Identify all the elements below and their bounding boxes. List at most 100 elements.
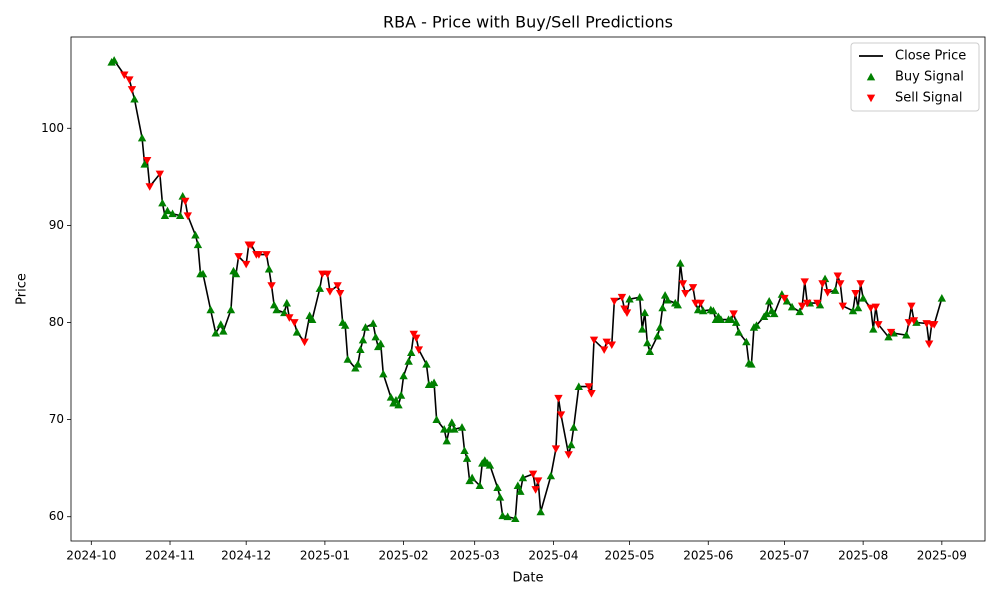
buy-marker: [764, 296, 774, 305]
buy-marker: [163, 206, 172, 215]
buy-marker: [351, 363, 360, 372]
sell-marker: [556, 411, 566, 419]
sell-marker: [333, 282, 342, 290]
sell-marker: [617, 293, 627, 302]
sell-marker: [866, 304, 875, 313]
buy-marker: [831, 286, 840, 294]
buy-marker: [635, 293, 644, 301]
buy-marker: [795, 307, 804, 316]
buy-marker: [853, 303, 863, 312]
buy-marker: [158, 198, 167, 207]
buy-marker: [307, 315, 317, 323]
buy-marker: [292, 328, 302, 336]
buy-marker: [216, 320, 225, 328]
x-tick-label: 2025-06: [683, 549, 733, 563]
sell-marker: [688, 284, 698, 292]
sell-marker: [262, 251, 271, 259]
buy-marker: [219, 327, 228, 335]
sell-marker: [823, 289, 832, 297]
buy-marker: [341, 321, 350, 329]
sell-marker: [620, 305, 629, 314]
sell-marker: [551, 445, 561, 453]
sell-marker: [800, 278, 809, 286]
buy-marker: [716, 315, 726, 323]
sell-marker: [125, 76, 134, 84]
buy-marker: [475, 481, 484, 490]
buy-marker: [638, 325, 647, 333]
buy-marker: [386, 393, 396, 401]
buy-marker: [747, 360, 756, 368]
chart-title: RBA - Price with Buy/Sell Predictions: [383, 13, 673, 32]
sell-marker: [323, 270, 332, 279]
sell-marker: [181, 197, 190, 206]
sell-marker: [587, 390, 596, 398]
buy-marker: [752, 321, 761, 329]
sell-marker: [681, 290, 690, 298]
buy-marker: [731, 318, 741, 326]
x-tick-label: 2025-03: [450, 549, 500, 563]
legend-swatch: [866, 72, 876, 81]
sell-marker: [833, 272, 842, 281]
buy-marker: [815, 300, 825, 309]
sell-marker: [602, 338, 611, 347]
sell-marker: [241, 260, 251, 269]
x-tick-label: 2024-10: [66, 549, 116, 563]
buy-marker: [676, 259, 685, 267]
buy-marker: [137, 133, 147, 142]
buy-marker: [140, 160, 149, 168]
buy-marker: [770, 309, 779, 318]
sell-marker: [145, 183, 154, 191]
sell-marker: [729, 310, 738, 318]
sell-marker: [622, 309, 632, 317]
sell-marker: [607, 341, 616, 350]
x-tick-label: 2025-02: [379, 549, 429, 563]
buy-marker: [495, 493, 505, 501]
sell-marker: [531, 486, 540, 494]
buy-marker: [902, 330, 911, 339]
buy-marker: [175, 211, 185, 220]
buy-marker: [130, 94, 139, 103]
buy-marker: [516, 487, 525, 495]
sell-marker: [886, 328, 896, 337]
buy-marker: [282, 298, 292, 307]
sell-marker: [838, 302, 848, 311]
buy-marker: [376, 339, 385, 348]
sell-marker: [871, 303, 881, 312]
buy-marker: [447, 418, 457, 426]
sell-marker: [285, 314, 294, 322]
sell-marker: [930, 321, 939, 329]
buy-marker: [574, 382, 583, 390]
buy-marker: [178, 192, 187, 200]
x-tick-label: 2025-09: [917, 549, 967, 563]
y-tick-label: 100: [41, 121, 64, 135]
sell-marker: [247, 241, 256, 250]
sell-marker: [909, 317, 919, 325]
buy-marker: [160, 211, 170, 220]
sell-marker: [924, 340, 934, 349]
x-tick-label: 2024-12: [221, 549, 271, 563]
sell-marker: [155, 170, 165, 179]
buy-marker: [467, 473, 477, 482]
buy-marker: [787, 302, 797, 311]
sell-marker: [290, 319, 299, 327]
buy-marker: [226, 305, 236, 314]
sell-marker: [818, 280, 827, 288]
sell-marker: [127, 86, 137, 94]
buy-marker: [653, 331, 662, 340]
legend-swatch: [866, 94, 876, 103]
buy-marker: [315, 284, 325, 292]
buy-marker: [782, 296, 792, 305]
sell-marker: [412, 334, 421, 343]
sell-marker: [798, 302, 807, 311]
legend-label: Sell Signal: [895, 91, 963, 106]
buy-marker: [536, 507, 545, 516]
buy-marker: [198, 269, 208, 278]
buy-marker: [422, 360, 431, 368]
buy-marker: [937, 294, 947, 302]
buy-marker: [371, 332, 380, 341]
buy-marker: [513, 481, 523, 490]
buy-marker: [493, 483, 502, 491]
sell-marker: [254, 251, 264, 259]
sell-marker: [564, 451, 573, 459]
